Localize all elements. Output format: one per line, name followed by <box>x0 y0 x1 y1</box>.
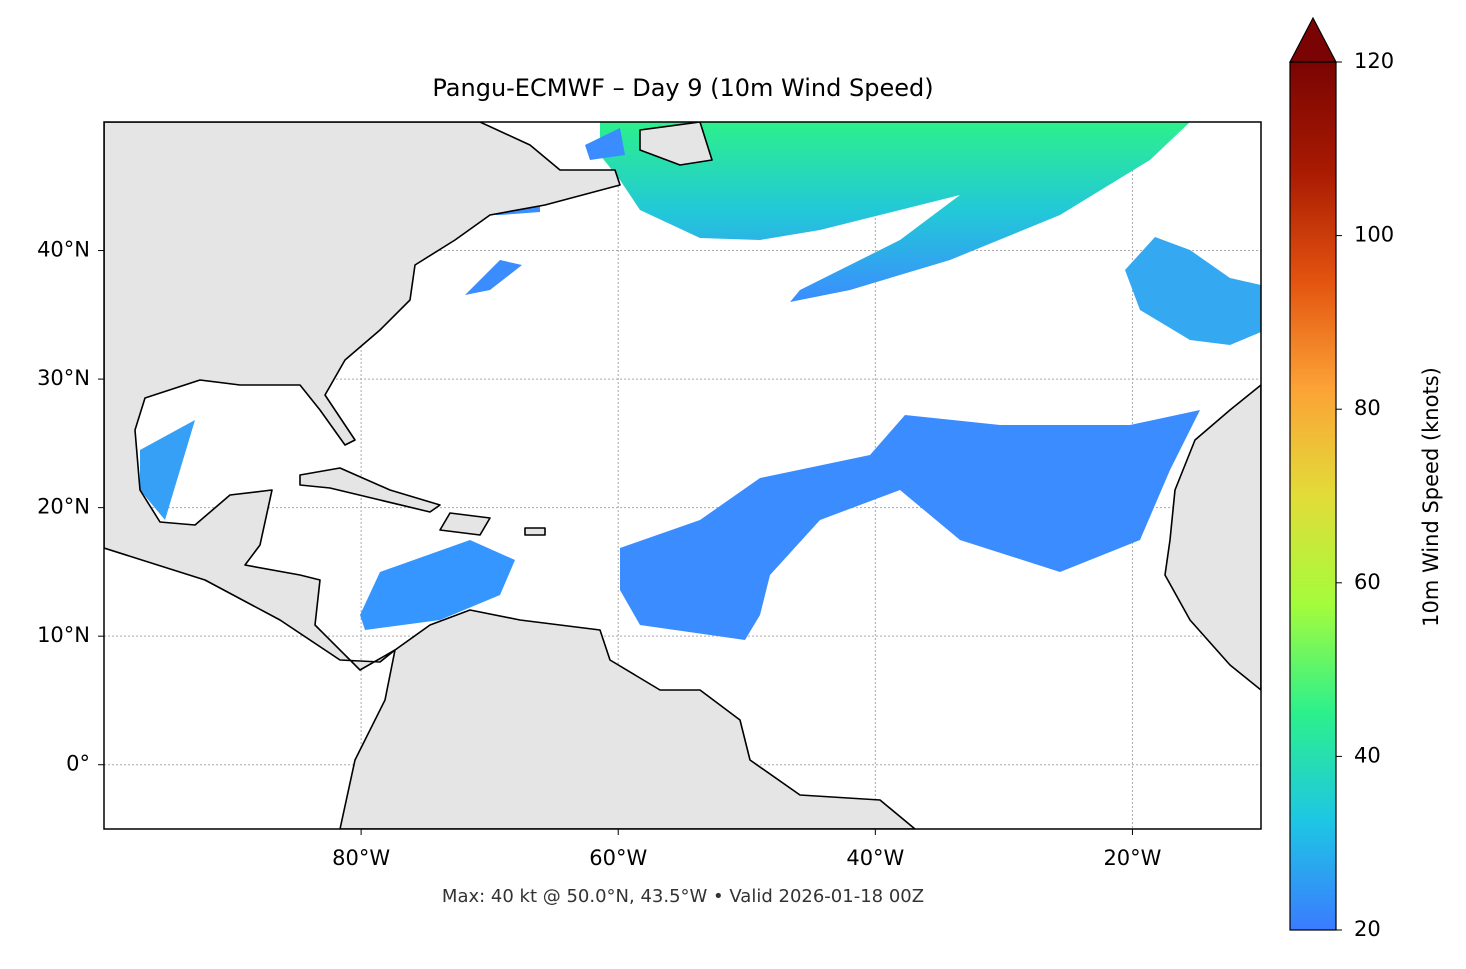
map-area <box>104 122 1261 829</box>
colorbar-tick-label: 100 <box>1354 223 1394 247</box>
colorbar-tick-label: 60 <box>1354 570 1381 594</box>
wind-field <box>360 540 515 630</box>
x-tick-label: 80°W <box>332 846 390 870</box>
colorbar-tick-label: 120 <box>1354 49 1394 73</box>
land <box>339 609 916 829</box>
colorbar-tick-label: 80 <box>1354 396 1381 420</box>
map-frame <box>103 121 1262 830</box>
x-tick-label: 40°W <box>846 846 904 870</box>
x-tick-label: 60°W <box>589 846 647 870</box>
x-tick-label: 20°W <box>1103 846 1161 870</box>
colorbar-label: 10m Wind Speed (knots) <box>1419 367 1443 627</box>
colorbar-tick-label: 20 <box>1354 917 1381 941</box>
land <box>104 122 621 671</box>
y-tick-label: 20°N <box>37 495 90 519</box>
y-tick-label: 40°N <box>37 238 90 262</box>
chart-title: Pangu-ECMWF – Day 9 (10m Wind Speed) <box>432 74 933 102</box>
colorbar <box>1290 62 1336 930</box>
wind-field <box>1125 237 1261 345</box>
land <box>1164 384 1261 691</box>
colorbar-frame <box>1289 61 1337 931</box>
footer-note: Max: 40 kt @ 50.0°N, 43.5°W • Valid 2026… <box>442 886 924 907</box>
y-tick-label: 10°N <box>37 623 90 647</box>
colorbar-extend <box>1289 16 1337 63</box>
y-tick-label: 30°N <box>37 366 90 390</box>
y-tick-label: 0° <box>66 752 90 776</box>
colorbar-tick-label: 40 <box>1354 743 1381 767</box>
wind-field <box>600 122 1190 302</box>
wind-field <box>140 420 195 520</box>
wind-field <box>620 410 1200 640</box>
land <box>299 122 713 536</box>
